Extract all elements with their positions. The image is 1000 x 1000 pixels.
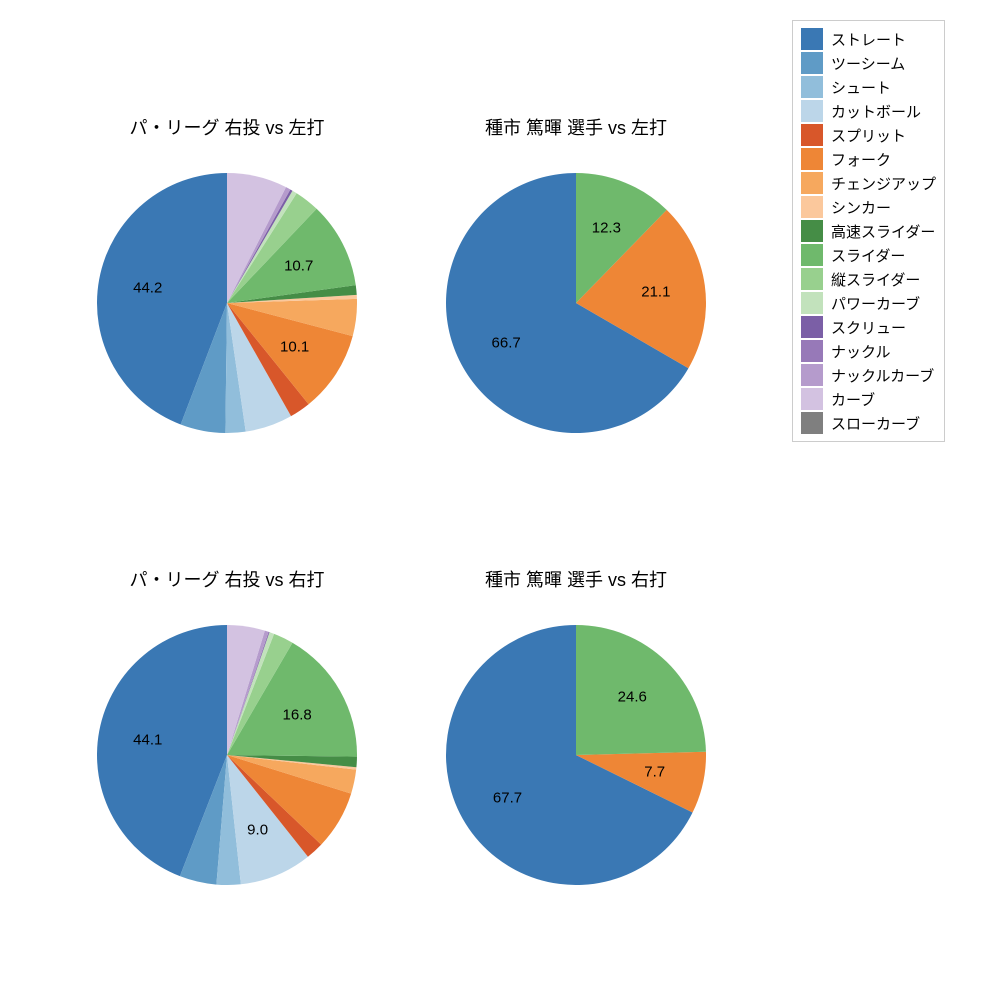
legend-item: 縦スライダー (801, 267, 936, 291)
legend-item: チェンジアップ (801, 171, 936, 195)
slice-label: 66.7 (492, 335, 521, 352)
legend-label: チェンジアップ (831, 173, 936, 194)
slice-label: 44.1 (133, 732, 162, 749)
legend-label: シュート (831, 77, 891, 98)
legend-item: ストレート (801, 27, 936, 51)
legend-label: フォーク (831, 149, 891, 170)
chart-title: パ・リーグ 右投 vs 右打 (129, 566, 324, 592)
legend-label: 高速スライダー (831, 221, 935, 242)
legend-swatch (801, 76, 823, 98)
pie-chart (97, 625, 357, 885)
legend-swatch (801, 148, 823, 170)
legend-label: スライダー (831, 245, 905, 266)
legend-label: ナックルカーブ (831, 365, 934, 386)
legend-swatch (801, 100, 823, 122)
legend-item: ナックル (801, 339, 936, 363)
slice-label: 16.8 (283, 707, 312, 724)
legend-label: 縦スライダー (831, 269, 920, 290)
legend-item: パワーカーブ (801, 291, 936, 315)
legend-swatch (801, 292, 823, 314)
legend-item: スプリット (801, 123, 936, 147)
legend-label: シンカー (831, 197, 891, 218)
pie-chart (97, 173, 357, 433)
slice-label: 44.2 (133, 280, 162, 297)
legend-swatch (801, 244, 823, 266)
legend-swatch (801, 268, 823, 290)
legend-label: パワーカーブ (831, 293, 920, 314)
legend-swatch (801, 220, 823, 242)
slice-label: 12.3 (592, 220, 621, 237)
chart-canvas: パ・リーグ 右投 vs 左打 44.2 10.1 10.7 種市 篤暉 選手 vs 左打… (0, 0, 1000, 1000)
legend-item: 高速スライダー (801, 219, 936, 243)
legend-item: シュート (801, 75, 936, 99)
legend-swatch (801, 28, 823, 50)
slice-label: 7.7 (644, 764, 665, 781)
legend-label: カットボール (831, 101, 921, 122)
slice-label: 10.7 (284, 258, 313, 275)
legend-label: ナックル (831, 341, 891, 362)
legend-swatch (801, 364, 823, 386)
slice-label: 67.7 (493, 789, 522, 806)
pie-chart (446, 173, 706, 433)
legend: ストレートツーシームシュートカットボールスプリットフォークチェンジアップシンカー… (792, 20, 945, 442)
chart-title: 種市 篤暉 選手 vs 左打 (485, 114, 667, 140)
legend-label: スプリット (831, 125, 906, 146)
legend-swatch (801, 52, 823, 74)
legend-swatch (801, 316, 823, 338)
legend-swatch (801, 172, 823, 194)
chart-title: 種市 篤暉 選手 vs 右打 (485, 566, 667, 592)
slice-label: 9.0 (247, 821, 268, 838)
legend-swatch (801, 412, 823, 434)
legend-item: カーブ (801, 387, 936, 411)
slice-label: 24.6 (618, 689, 647, 706)
legend-swatch (801, 124, 823, 146)
legend-item: カットボール (801, 99, 936, 123)
legend-label: ツーシーム (831, 53, 905, 74)
legend-item: フォーク (801, 147, 936, 171)
legend-swatch (801, 340, 823, 362)
legend-item: ナックルカーブ (801, 363, 936, 387)
legend-label: カーブ (831, 389, 875, 410)
legend-item: スライダー (801, 243, 936, 267)
legend-label: ストレート (831, 29, 906, 50)
legend-label: スローカーブ (831, 413, 920, 434)
legend-item: スローカーブ (801, 411, 936, 435)
legend-item: ツーシーム (801, 51, 936, 75)
legend-item: スクリュー (801, 315, 936, 339)
pie-chart (446, 625, 706, 885)
legend-item: シンカー (801, 195, 936, 219)
legend-label: スクリュー (831, 317, 906, 338)
slice-label: 10.1 (280, 338, 309, 355)
chart-title: パ・リーグ 右投 vs 左打 (129, 114, 324, 140)
slice-label: 21.1 (641, 284, 670, 301)
legend-swatch (801, 388, 823, 410)
legend-swatch (801, 196, 823, 218)
